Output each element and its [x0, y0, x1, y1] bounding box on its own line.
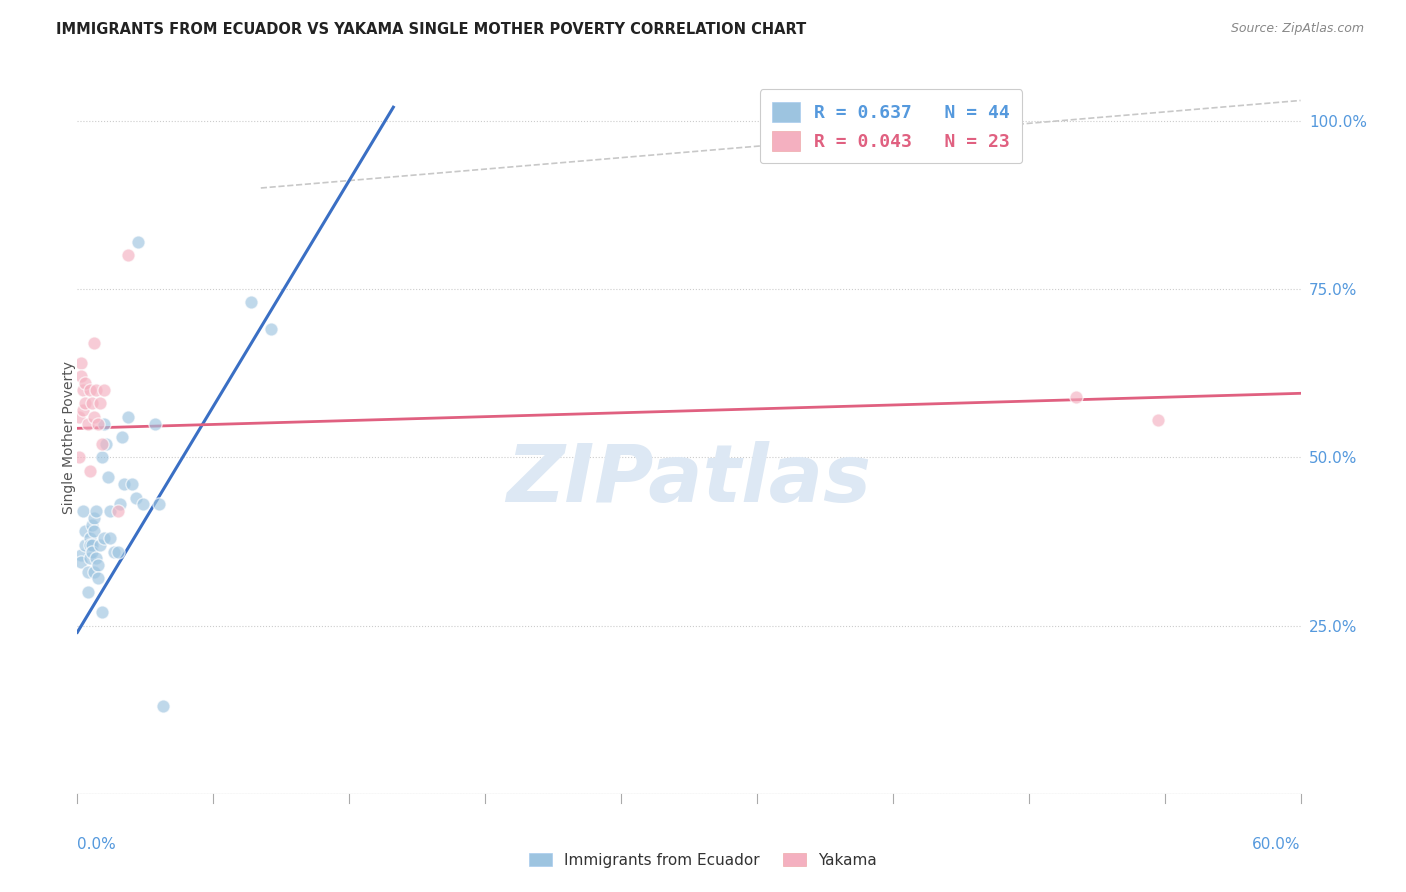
Point — [90, 605, 112, 619]
Point — [70, 548, 93, 562]
Point — [83, 335, 105, 350]
Text: 60.0%: 60.0% — [1253, 837, 1301, 852]
Point — [76, 565, 98, 579]
Text: Source: ZipAtlas.com: Source: ZipAtlas.com — [1230, 22, 1364, 36]
Point — [87, 571, 110, 585]
Point — [1066, 390, 1088, 404]
Point — [75, 524, 97, 539]
Point — [131, 497, 153, 511]
Point — [79, 551, 101, 566]
Point — [94, 437, 117, 451]
Point — [75, 376, 97, 391]
Point — [67, 409, 90, 424]
Point — [125, 491, 148, 505]
Point — [76, 585, 98, 599]
Text: IMMIGRANTS FROM ECUADOR VS YAKAMA SINGLE MOTHER POVERTY CORRELATION CHART: IMMIGRANTS FROM ECUADOR VS YAKAMA SINGLE… — [56, 22, 807, 37]
Point — [98, 531, 121, 545]
Point — [83, 511, 105, 525]
Point — [93, 417, 115, 431]
Point — [79, 383, 101, 397]
Point — [90, 450, 112, 465]
Point — [72, 403, 94, 417]
Point — [108, 497, 131, 511]
Point — [79, 464, 101, 478]
Point — [117, 409, 139, 424]
Text: 0.0%: 0.0% — [77, 837, 117, 852]
Point — [89, 396, 111, 410]
Point — [75, 538, 97, 552]
Point — [87, 558, 110, 572]
Legend: R = 0.637   N = 44, R = 0.043   N = 23: R = 0.637 N = 44, R = 0.043 N = 23 — [759, 89, 1022, 163]
Point — [93, 383, 115, 397]
Point — [70, 369, 93, 384]
Point — [83, 409, 105, 424]
Point — [111, 430, 134, 444]
Point — [79, 531, 101, 545]
Point — [67, 450, 90, 465]
Point — [80, 538, 103, 552]
Point — [107, 504, 129, 518]
Point — [90, 437, 112, 451]
Point — [83, 565, 105, 579]
Text: ZIPatlas: ZIPatlas — [506, 441, 872, 519]
Point — [112, 477, 135, 491]
Legend: Immigrants from Ecuador, Yakama: Immigrants from Ecuador, Yakama — [522, 845, 884, 875]
Point — [97, 470, 120, 484]
Point — [143, 417, 166, 431]
Point — [89, 538, 111, 552]
Point — [107, 544, 129, 558]
Point — [148, 497, 170, 511]
Point — [260, 322, 283, 336]
Point — [70, 555, 93, 569]
Point — [84, 551, 107, 566]
Point — [93, 531, 115, 545]
Point — [79, 538, 101, 552]
Point — [83, 524, 105, 539]
Y-axis label: Single Mother Poverty: Single Mother Poverty — [62, 360, 76, 514]
Point — [70, 356, 93, 370]
Point — [80, 517, 103, 532]
Point — [117, 248, 139, 262]
Point — [121, 477, 143, 491]
Point — [75, 396, 97, 410]
Point — [98, 504, 121, 518]
Point — [103, 544, 125, 558]
Point — [80, 396, 103, 410]
Point — [72, 383, 94, 397]
Point — [1147, 413, 1170, 427]
Point — [87, 417, 110, 431]
Point — [76, 417, 98, 431]
Point — [239, 295, 262, 310]
Point — [128, 235, 150, 249]
Point — [84, 383, 107, 397]
Point — [80, 544, 103, 558]
Point — [72, 504, 94, 518]
Point — [84, 504, 107, 518]
Point — [152, 699, 174, 714]
